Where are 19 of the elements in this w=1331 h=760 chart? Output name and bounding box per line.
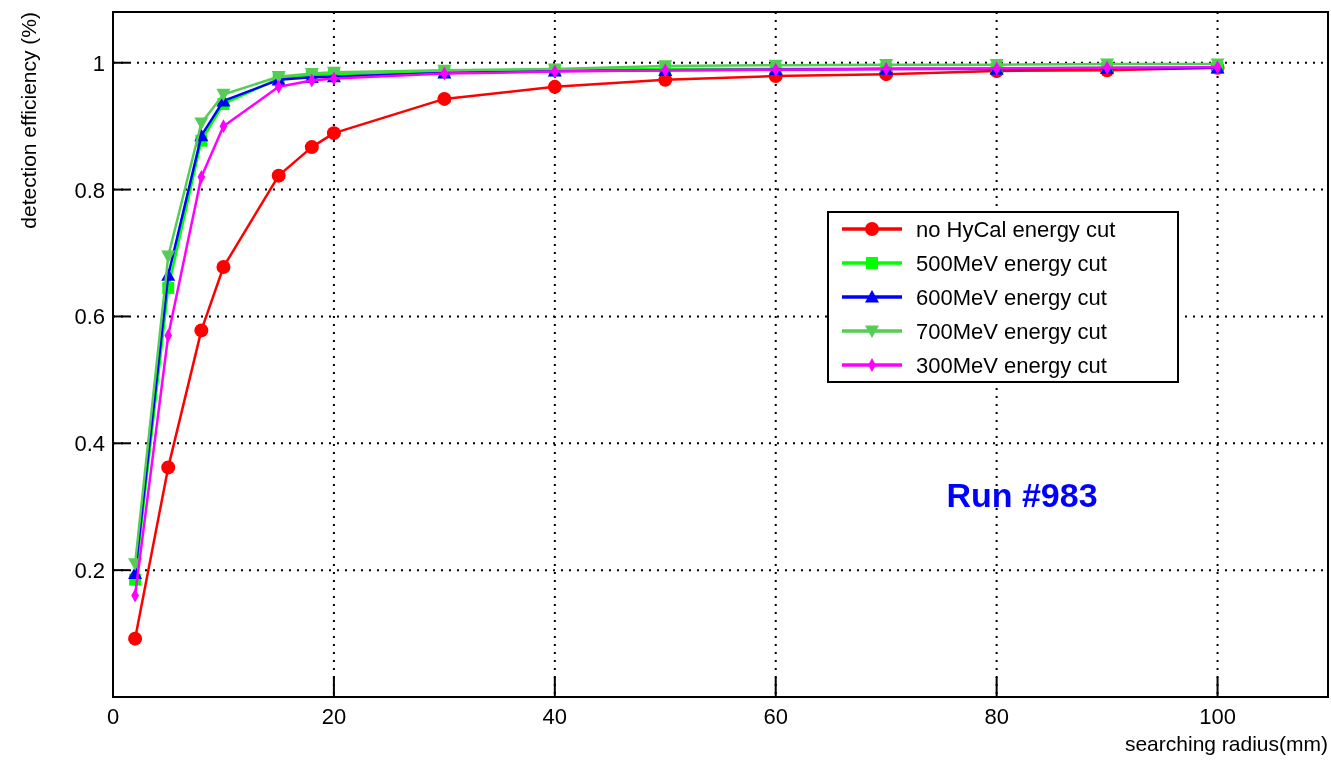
- legend-label: 500MeV energy cut: [916, 251, 1107, 276]
- y-tick-label: 0.2: [74, 558, 105, 584]
- x-tick-label: 80: [984, 704, 1009, 729]
- x-tick-label: 60: [763, 704, 788, 729]
- x-tick-label: 0: [106, 704, 120, 729]
- legend-label: 600MeV energy cut: [916, 285, 1107, 310]
- legend-label: 300MeV energy cut: [916, 353, 1107, 378]
- x-tick-label: 20: [321, 704, 347, 729]
- annotation: Run #983: [946, 476, 1098, 514]
- y-tick-label: 0.4: [74, 431, 105, 457]
- x-axis-title: searching radius(mm): [1124, 732, 1328, 755]
- legend-label: 700MeV energy cut: [916, 319, 1107, 344]
- y-tick-label: 0.6: [74, 304, 105, 330]
- x-tick-label: 100: [1199, 704, 1236, 729]
- y-tick-label: 1: [92, 50, 105, 76]
- legend-label: no HyCal energy cut: [916, 217, 1116, 242]
- y-tick-label: 0.8: [74, 177, 105, 203]
- x-tick-label: 40: [542, 704, 568, 729]
- y-axis-title: detection efficiency (%): [17, 12, 40, 229]
